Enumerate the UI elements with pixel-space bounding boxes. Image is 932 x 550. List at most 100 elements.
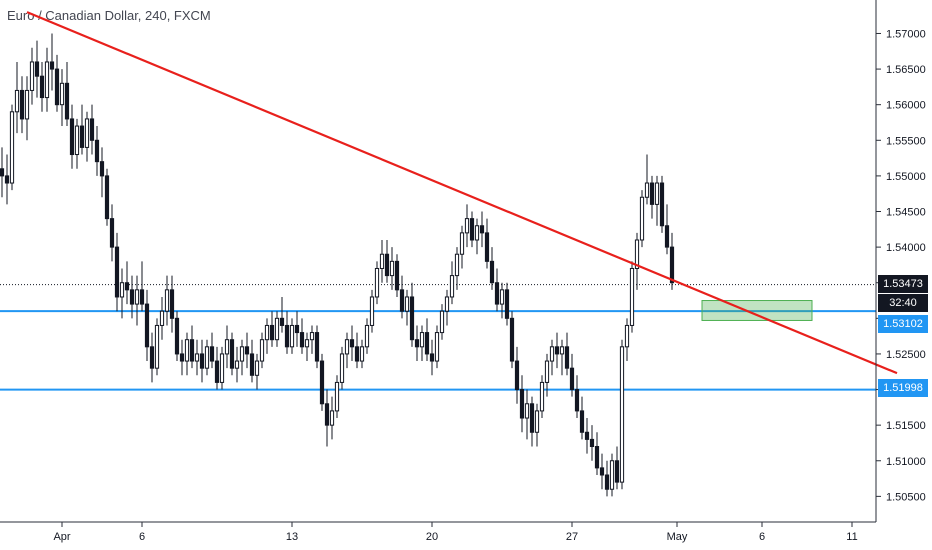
x-tick-label: 27: [566, 531, 578, 543]
candle-body: [569, 367, 575, 391]
candle-body: [404, 296, 410, 312]
candle-body: [609, 460, 615, 490]
candle-body: [129, 289, 135, 305]
candle-body: [659, 182, 665, 227]
candle-body: [544, 360, 550, 383]
y-tick-label: 1.56000: [886, 100, 926, 112]
candle-body: [249, 353, 255, 376]
candle-body: [84, 118, 90, 148]
candle-body: [459, 232, 465, 255]
candle-body: [264, 324, 270, 341]
candle-body: [304, 339, 310, 348]
chart-title: Euro / Canadian Dollar, 240, FXCM: [7, 8, 211, 23]
candle-body: [214, 360, 220, 383]
candle-body: [279, 317, 285, 326]
candle-body: [374, 267, 380, 298]
trendline: [26, 11, 898, 375]
candle-body: [189, 339, 195, 362]
candle-body: [549, 346, 555, 362]
candle-body: [484, 232, 490, 262]
candle-body: [99, 161, 105, 177]
time-axis[interactable]: Apr 6 13 20 27 May 6 11: [53, 522, 858, 543]
candle-body: [454, 253, 460, 277]
candle-body: [399, 289, 405, 312]
candle-body: [529, 403, 535, 433]
level-price-tag: 1.53102: [878, 315, 928, 333]
y-tick-label: 1.55000: [886, 171, 926, 183]
candle-body: [109, 218, 115, 248]
candle-body: [639, 196, 645, 241]
candle-body: [464, 218, 470, 234]
candle-body: [364, 324, 370, 348]
candle-body: [124, 282, 130, 291]
candle-body: [354, 346, 360, 362]
x-tick-label: 20: [426, 531, 438, 543]
candle-body: [509, 317, 515, 362]
candle-body: [294, 324, 300, 334]
candle-body: [39, 75, 45, 99]
candle-body: [334, 381, 340, 412]
candle-body: [174, 317, 180, 355]
candle-body: [584, 431, 590, 440]
candle-body: [329, 410, 335, 426]
current-price-tag: 1.53473: [878, 275, 928, 293]
candle-body: [419, 332, 425, 348]
candle-body: [24, 89, 30, 120]
target-zone-box: [701, 300, 813, 321]
candle-body: [379, 253, 385, 269]
candle-body: [134, 289, 140, 305]
candle-body: [49, 61, 55, 70]
candle-body: [289, 324, 295, 348]
candle-body: [664, 225, 670, 248]
candle-body: [344, 339, 350, 355]
candle-body: [139, 289, 145, 305]
candle-body: [194, 353, 200, 362]
candle-body: [634, 239, 640, 269]
candle-body: [229, 339, 235, 369]
candle-body: [234, 360, 240, 369]
candle-body: [434, 332, 440, 362]
y-tick-label: 1.54500: [886, 207, 926, 219]
candle-body: [299, 332, 305, 348]
candle-body: [349, 339, 355, 348]
candle-body: [89, 118, 95, 141]
candle-body: [104, 175, 110, 220]
candle-body: [159, 310, 165, 326]
candle-body: [309, 332, 315, 341]
candle-body: [319, 360, 325, 405]
y-tick-label: 1.56500: [886, 64, 926, 76]
candle-body: [0, 168, 5, 177]
candle-body: [359, 346, 365, 362]
candle-body: [64, 82, 70, 120]
candle-body: [314, 332, 320, 362]
candle-body: [94, 139, 100, 163]
candle-body: [424, 332, 430, 355]
candle-body: [624, 324, 630, 348]
candle-body: [59, 82, 65, 106]
candle-body: [199, 353, 205, 369]
y-tick-label: 1.50500: [886, 491, 926, 503]
price-axis[interactable]: 1.57000 1.56500 1.56000 1.55500 1.55000 1.545…: [876, 28, 926, 503]
candle-body: [539, 381, 545, 412]
candle-body: [384, 253, 390, 277]
candle-body: [149, 346, 155, 369]
countdown-tag: 32:40: [878, 294, 928, 312]
candle-body: [614, 460, 620, 483]
candle-body: [644, 182, 650, 198]
candle-body: [9, 111, 15, 184]
candle-body: [429, 353, 435, 362]
candle-body: [599, 467, 605, 476]
candle-body: [154, 324, 160, 369]
candle-body: [474, 225, 480, 241]
candle-body: [519, 389, 525, 419]
candle-body: [184, 339, 190, 362]
candle-body: [514, 360, 520, 391]
candle-body: [164, 289, 170, 312]
candle-body: [534, 410, 540, 433]
candle-body: [494, 282, 500, 305]
candle-body: [224, 339, 230, 355]
y-tick-label: 1.51500: [886, 420, 926, 432]
candle-body: [654, 182, 660, 205]
candle-body: [269, 324, 275, 341]
